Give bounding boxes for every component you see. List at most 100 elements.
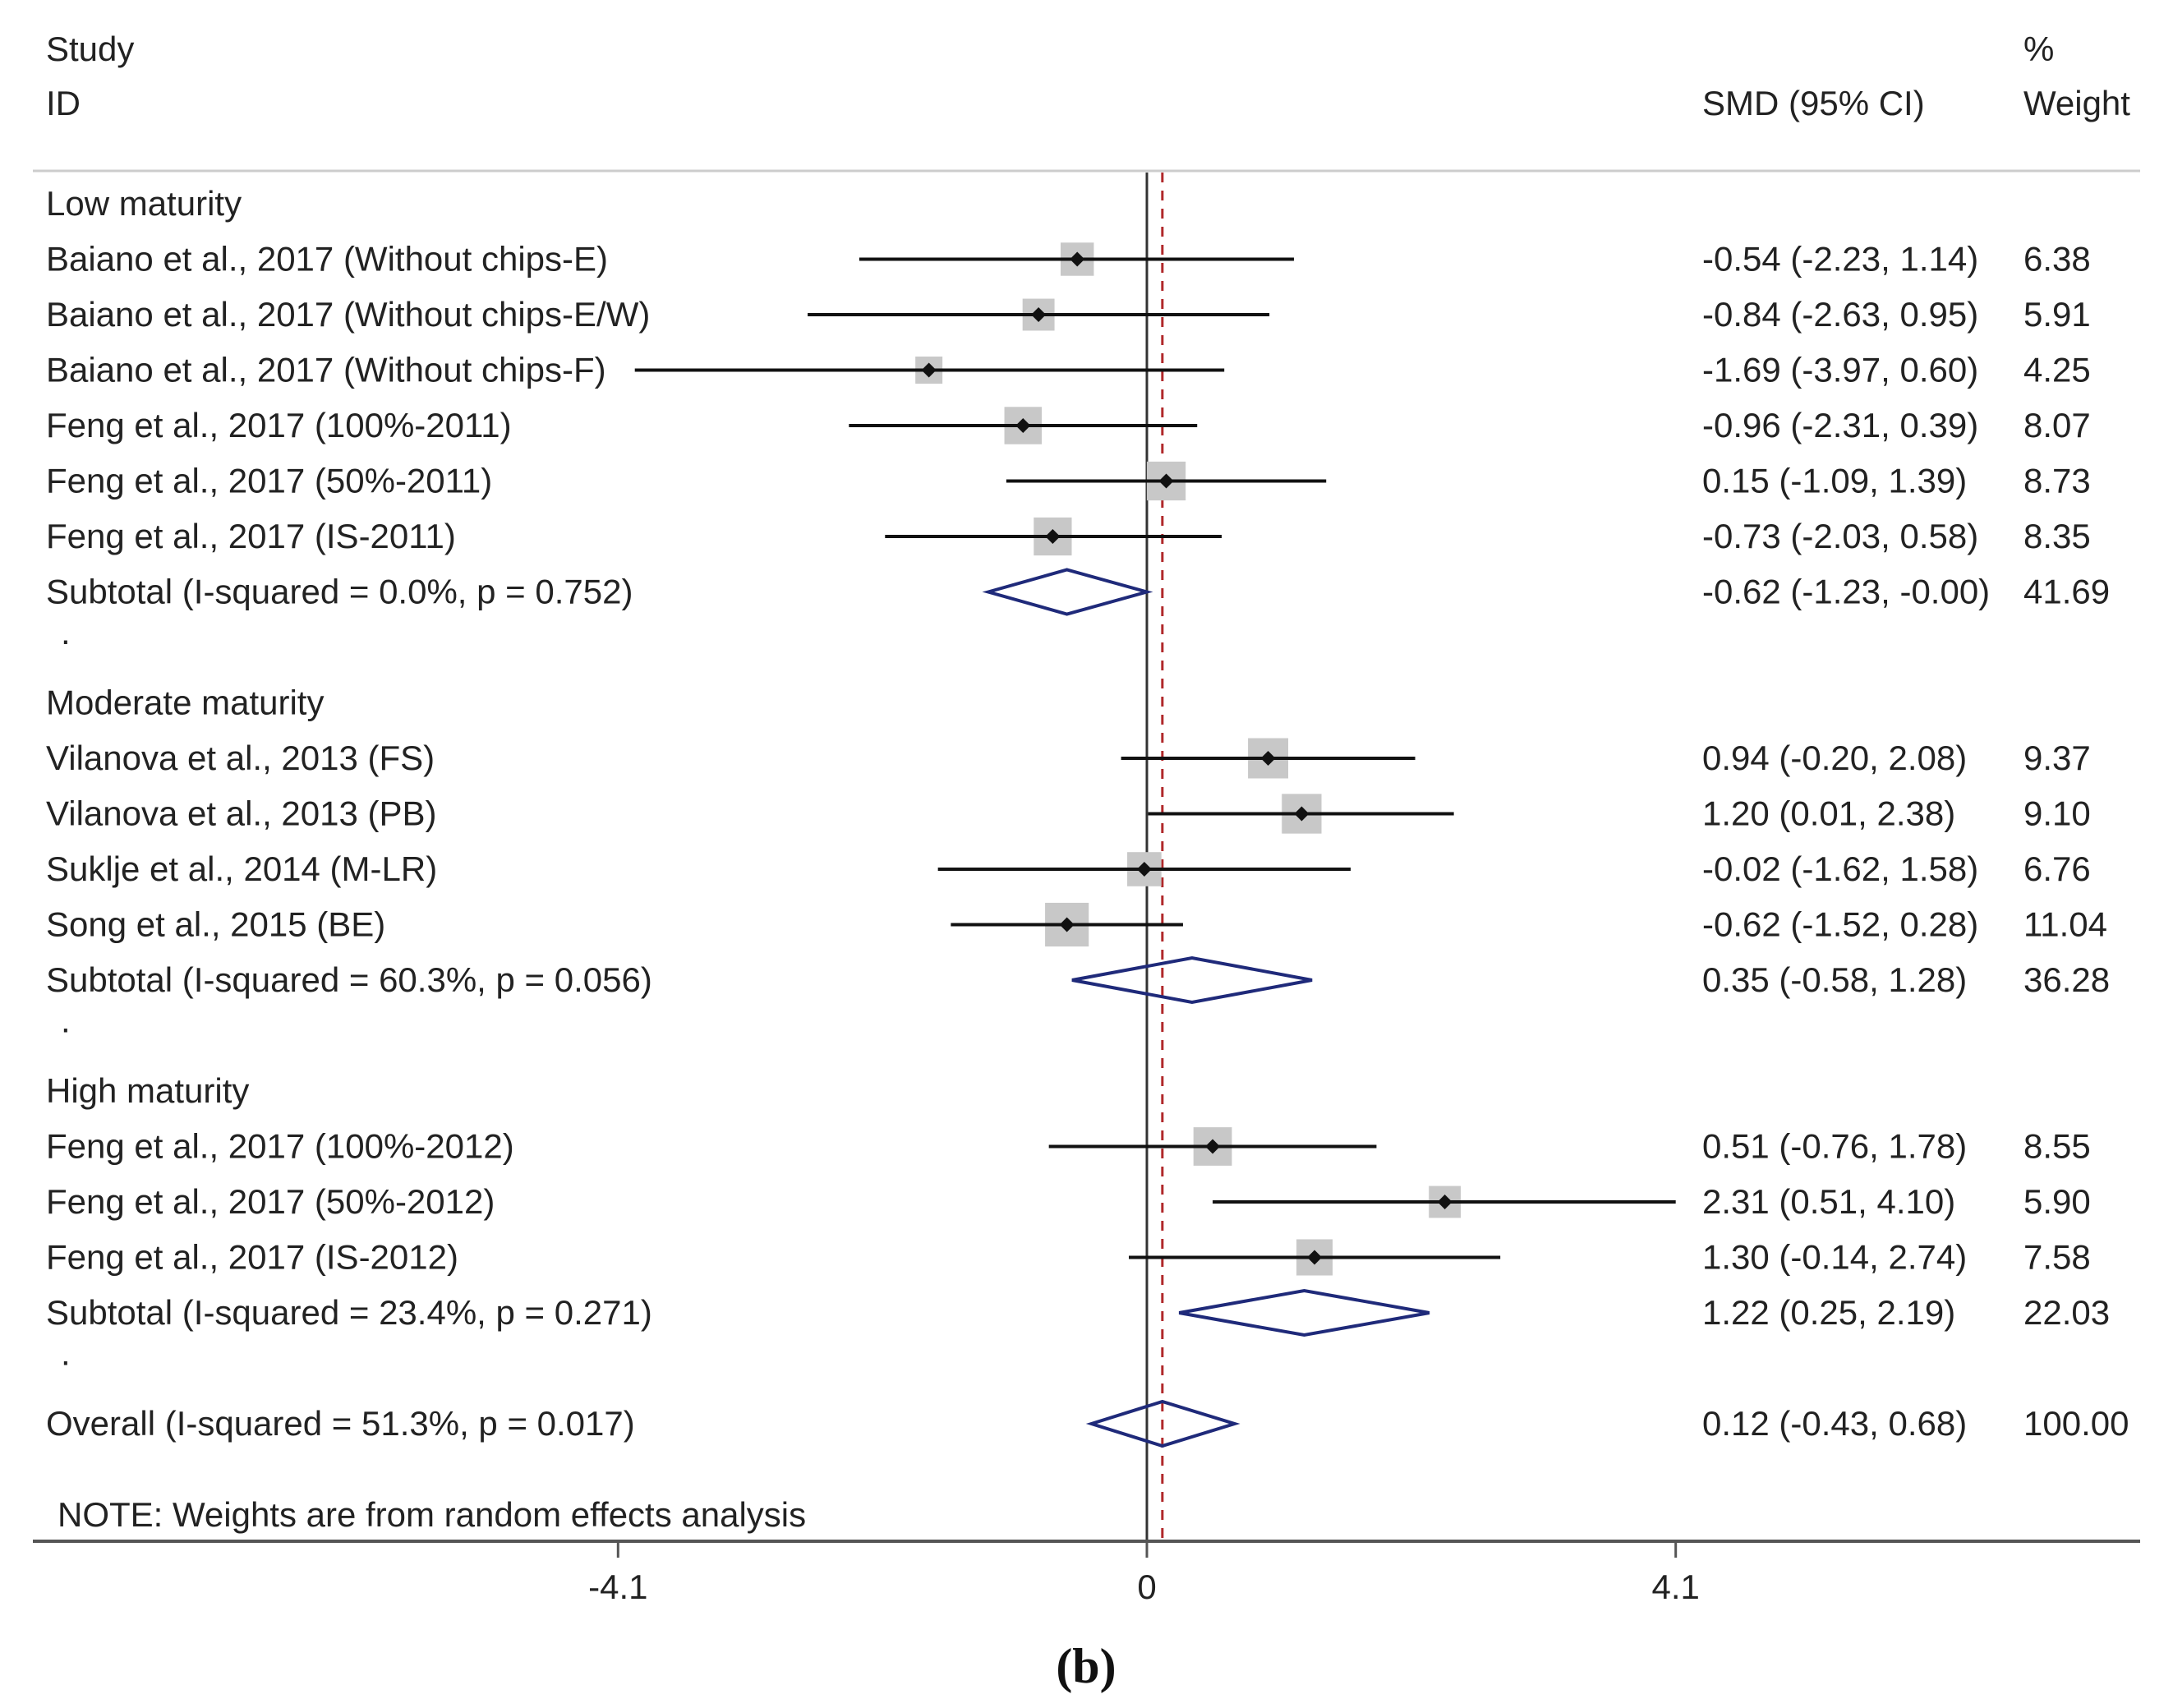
point-estimate [1059, 917, 1075, 932]
forest-rows: Low maturity Baiano et al., 2017 (Without… [46, 184, 2129, 1448]
forest-row-study: Feng et al., 2017 (50%-2011) 0.15 (-1.09,… [46, 462, 2091, 501]
forest-row-subtotal: Subtotal (I-squared = 60.3%, p = 0.056) 0… [46, 955, 2110, 1005]
effect-size-ci: 2.31 (0.51, 4.10) [1702, 1182, 1955, 1221]
x-tick-label: -4.1 [588, 1568, 647, 1606]
study-label: Baiano et al., 2017 (Without chips-E/W) [46, 295, 650, 334]
forest-row-subtotal: Subtotal (I-squared = 0.0%, p = 0.752) -0… [46, 568, 2110, 616]
effect-size-ci: -0.84 (-2.63, 0.95) [1702, 295, 1978, 334]
group-label: Low maturity [46, 184, 242, 223]
weight-percent: 6.76 [2023, 849, 2091, 888]
forest-row-group: Moderate maturity [46, 684, 324, 722]
effect-size-ci: 0.35 (-0.58, 1.28) [1702, 960, 1967, 999]
forest-row-spacer: . [61, 1001, 71, 1040]
study-label: Feng et al., 2017 (50%-2012) [46, 1182, 495, 1221]
weight-percent: 7.58 [2023, 1238, 2091, 1277]
effect-size-ci: -0.62 (-1.52, 0.28) [1702, 905, 1978, 944]
forest-row-study: Baiano et al., 2017 (Without chips-E) -0.… [46, 240, 2091, 279]
subtotal-label: Subtotal (I-squared = 60.3%, p = 0.056) [46, 960, 652, 999]
footnote: NOTE: Weights are from random effects an… [58, 1495, 806, 1534]
forest-row-study: Feng et al., 2017 (50%-2012) 2.31 (0.51, … [46, 1182, 2091, 1221]
weight-percent: 100.00 [2023, 1404, 2129, 1443]
weight-percent: 8.73 [2023, 462, 2091, 500]
effect-size-ci: 1.30 (-0.14, 2.74) [1702, 1238, 1967, 1277]
point-estimate [1070, 251, 1085, 267]
study-label: Baiano et al., 2017 (Without chips-F) [46, 351, 606, 389]
weight-percent: 8.07 [2023, 406, 2091, 444]
overall-diamond [1085, 1399, 1241, 1448]
study-label: Feng et al., 2017 (50%-2011) [46, 462, 492, 500]
column-headers: Study ID SMD (95% CI) % Weight [46, 30, 2130, 122]
point-estimate [1205, 1139, 1221, 1154]
study-label: Suklje et al., 2014 (M-LR) [46, 849, 437, 888]
point-estimate [1045, 529, 1061, 544]
effect-size-ci: 0.51 (-0.76, 1.78) [1702, 1127, 1967, 1166]
study-label: Feng et al., 2017 (100%-2012) [46, 1127, 514, 1166]
weight-percent: 5.91 [2023, 295, 2091, 334]
header-study: Study [46, 30, 134, 68]
header-id: ID [46, 84, 81, 122]
forest-row-group: High maturity [46, 1071, 249, 1110]
x-axis-ticks: -4.1 0 4.1 [588, 1541, 1700, 1606]
weight-percent: 4.25 [2023, 351, 2091, 389]
point-estimate [1437, 1195, 1453, 1209]
point-estimate [1031, 307, 1047, 322]
point-estimate [1136, 862, 1152, 877]
point-estimate [1307, 1250, 1323, 1265]
effect-size-ci: 0.12 (-0.43, 0.68) [1702, 1404, 1967, 1443]
forest-row-study: Feng et al., 2017 (100%-2012) 0.51 (-0.76… [46, 1127, 2091, 1166]
forest-row-spacer: . [61, 1334, 71, 1373]
weight-percent: 22.03 [2023, 1293, 2110, 1332]
weight-percent: 11.04 [2023, 905, 2107, 944]
effect-size-ci: -0.96 (-2.31, 0.39) [1702, 406, 1978, 444]
spacer-dot: . [61, 1334, 71, 1373]
forest-row-study: Baiano et al., 2017 (Without chips-F) -1.… [46, 351, 2091, 389]
point-estimate [921, 362, 937, 378]
point-estimate [1294, 806, 1310, 822]
effect-size-ci: 1.20 (0.01, 2.38) [1702, 794, 1955, 833]
overall-label: Overall (I-squared = 51.3%, p = 0.017) [46, 1404, 635, 1443]
effect-size-ci: -0.02 (-1.62, 1.58) [1702, 849, 1978, 888]
subtotal-diamond [1071, 955, 1313, 1005]
effect-size-ci: -0.54 (-2.23, 1.14) [1702, 240, 1978, 279]
forest-row-spacer: . [61, 613, 71, 651]
x-tick-label: 4.1 [1652, 1568, 1700, 1606]
weight-percent: 8.35 [2023, 517, 2091, 555]
effect-size-ci: -0.62 (-1.23, -0.00) [1702, 573, 1990, 611]
figure-caption: (b) [1056, 1639, 1116, 1693]
forest-row-study: Feng et al., 2017 (IS-2011) -0.73 (-2.03,… [46, 517, 2091, 556]
forest-row-study: Suklje et al., 2014 (M-LR) -0.02 (-1.62, … [46, 849, 2091, 888]
group-label: High maturity [46, 1071, 249, 1110]
weight-percent: 9.10 [2023, 794, 2091, 833]
effect-size-ci: 0.94 (-0.20, 2.08) [1702, 739, 1967, 777]
subtotal-diamond [982, 568, 1153, 616]
spacer-dot: . [61, 1001, 71, 1040]
forest-row-overall: Overall (I-squared = 51.3%, p = 0.017) 0.… [46, 1399, 2129, 1448]
effect-size-ci: -0.73 (-2.03, 0.58) [1702, 517, 1978, 555]
weight-percent: 41.69 [2023, 573, 2110, 611]
header-percent: % [2023, 30, 2054, 68]
forest-row-subtotal: Subtotal (I-squared = 23.4%, p = 0.271) 1… [46, 1288, 2110, 1337]
group-label: Moderate maturity [46, 684, 324, 722]
forest-row-study: Feng et al., 2017 (100%-2011) -0.96 (-2.3… [46, 406, 2091, 444]
spacer-dot: . [61, 613, 71, 651]
forest-row-group: Low maturity [46, 184, 242, 223]
subtotal-diamond [1178, 1288, 1430, 1337]
subtotal-label: Subtotal (I-squared = 0.0%, p = 0.752) [46, 573, 633, 611]
forest-row-study: Song et al., 2015 (BE) -0.62 (-1.52, 0.28… [46, 902, 2107, 947]
weight-percent: 8.55 [2023, 1127, 2091, 1166]
effect-size-ci: 0.15 (-1.09, 1.39) [1702, 462, 1967, 500]
effect-size-ci: 1.22 (0.25, 2.19) [1702, 1293, 1955, 1332]
study-label: Feng et al., 2017 (100%-2011) [46, 406, 512, 444]
forest-row-study: Baiano et al., 2017 (Without chips-E/W) -… [46, 295, 2091, 334]
weight-percent: 9.37 [2023, 739, 2091, 777]
weight-percent: 5.90 [2023, 1182, 2091, 1221]
study-label: Song et al., 2015 (BE) [46, 905, 385, 944]
effect-size-ci: -1.69 (-3.97, 0.60) [1702, 351, 1978, 389]
study-label: Vilanova et al., 2013 (PB) [46, 794, 437, 833]
subtotal-label: Subtotal (I-squared = 23.4%, p = 0.271) [46, 1293, 652, 1332]
point-estimate [1015, 418, 1031, 433]
header-effect: SMD (95% CI) [1702, 84, 1925, 122]
forest-row-study: Vilanova et al., 2013 (PB) 1.20 (0.01, 2.… [46, 794, 2091, 834]
study-label: Baiano et al., 2017 (Without chips-E) [46, 240, 608, 279]
